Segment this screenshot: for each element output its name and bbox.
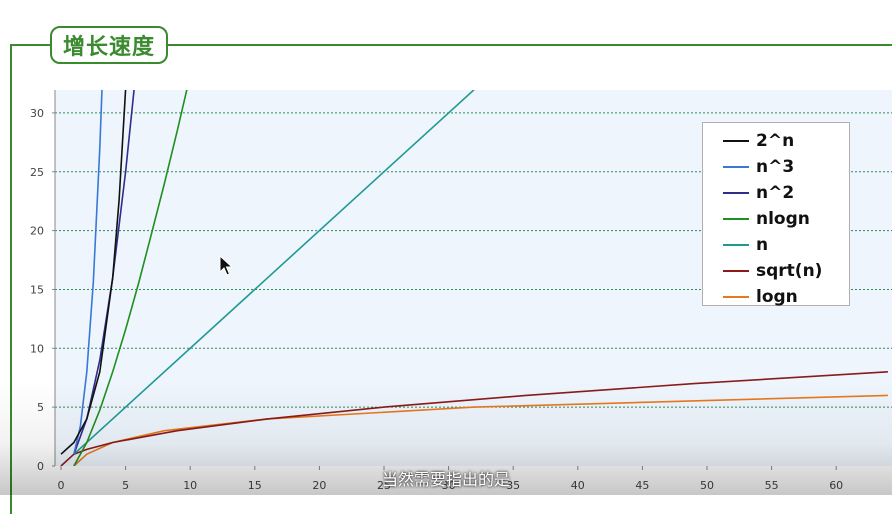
x-tick-label: 15 bbox=[248, 479, 262, 492]
series-line-n3 bbox=[73, 90, 103, 455]
y-tick-label: 10 bbox=[30, 342, 44, 355]
series-line-nlogn bbox=[73, 90, 188, 466]
legend-swatch bbox=[723, 244, 749, 246]
legend-label: n bbox=[756, 235, 769, 255]
mouse-cursor-icon bbox=[219, 255, 234, 276]
legend-item: sqrt(n) bbox=[723, 258, 849, 284]
x-tick-label: 50 bbox=[700, 479, 714, 492]
x-tick-label: 40 bbox=[571, 479, 585, 492]
chart-title: 增长速度 bbox=[50, 26, 169, 64]
y-tick-label: 25 bbox=[30, 166, 44, 179]
legend-label: 2^n bbox=[756, 131, 795, 151]
x-tick-label: 5 bbox=[122, 479, 129, 492]
y-tick-label: 30 bbox=[30, 107, 44, 120]
legend-swatch bbox=[723, 140, 749, 142]
legend-item: n^2 bbox=[723, 180, 849, 206]
chart-legend: 2^n n^3 n^2 nlogn n sqrt(n) logn bbox=[702, 122, 850, 307]
x-tick-label: 60 bbox=[829, 479, 843, 492]
legend-item: nlogn bbox=[723, 206, 849, 232]
series-line-n bbox=[73, 90, 475, 455]
legend-item: 2^n bbox=[723, 128, 849, 154]
legend-item: n bbox=[723, 232, 849, 258]
x-tick-label: 10 bbox=[183, 479, 197, 492]
legend-swatch bbox=[723, 270, 749, 272]
x-tick-label: 20 bbox=[312, 479, 326, 492]
legend-item: logn bbox=[723, 284, 849, 310]
series-line-sqrtn bbox=[60, 371, 888, 466]
legend-swatch bbox=[723, 296, 749, 298]
x-tick-label: 0 bbox=[58, 479, 65, 492]
legend-label: n^2 bbox=[756, 183, 795, 203]
legend-item: n^3 bbox=[723, 154, 849, 180]
legend-label: n^3 bbox=[756, 157, 795, 177]
y-tick-label: 20 bbox=[30, 225, 44, 238]
legend-swatch bbox=[723, 192, 749, 194]
x-tick-label: 45 bbox=[635, 479, 649, 492]
x-tick-label: 30 bbox=[442, 479, 456, 492]
y-tick-label: 5 bbox=[37, 401, 44, 414]
x-tick-label: 55 bbox=[765, 479, 779, 492]
legend-label: sqrt(n) bbox=[756, 261, 823, 281]
video-subtitle: 当然需要指出的是 bbox=[381, 470, 510, 489]
legend-swatch bbox=[723, 166, 749, 168]
legend-label: logn bbox=[756, 287, 798, 307]
x-tick-label: 25 bbox=[377, 479, 391, 492]
y-tick-label: 15 bbox=[30, 283, 44, 296]
series-line-logn bbox=[73, 394, 888, 466]
series-line-2n bbox=[60, 90, 127, 455]
legend-label: nlogn bbox=[756, 209, 810, 229]
y-tick-label: 0 bbox=[37, 460, 44, 473]
legend-swatch bbox=[723, 218, 749, 220]
chart-frame bbox=[10, 44, 892, 514]
x-tick-label: 35 bbox=[506, 479, 520, 492]
